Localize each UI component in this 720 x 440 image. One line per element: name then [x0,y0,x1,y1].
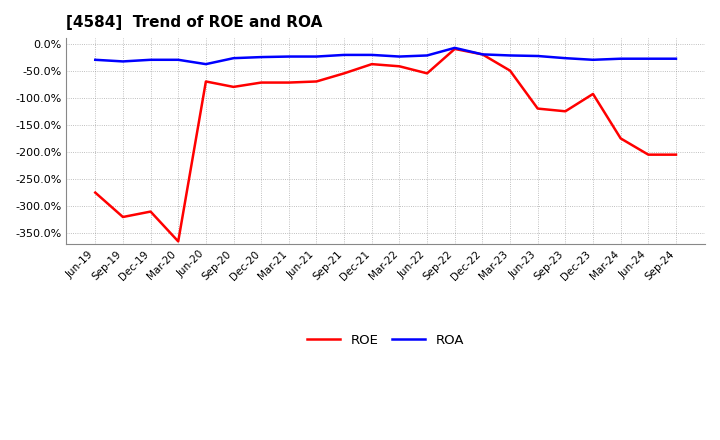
Text: [4584]  Trend of ROE and ROA: [4584] Trend of ROE and ROA [66,15,323,30]
ROE [312,79,321,84]
ROA [284,54,293,59]
ROE [672,152,680,157]
ROA [367,52,376,58]
ROA [229,55,238,61]
ROE [146,209,155,214]
ROE [119,214,127,220]
ROE [589,92,598,97]
ROE [423,71,431,76]
ROE [644,152,652,157]
ROA [616,56,625,61]
ROE [505,68,514,73]
ROE [202,79,210,84]
ROE [367,62,376,67]
ROA [534,53,542,59]
ROE [284,80,293,85]
ROA [423,53,431,58]
ROA [505,53,514,58]
ROA [395,54,404,59]
ROE [451,46,459,51]
ROA [174,57,183,62]
ROE [616,136,625,141]
ROA [340,52,348,58]
ROA [589,57,598,62]
ROE [340,71,348,76]
ROA [451,45,459,51]
ROE [395,64,404,69]
ROE [478,52,487,57]
Line: ROE: ROE [95,49,676,242]
ROA [561,55,570,61]
ROA [119,59,127,64]
ROE [534,106,542,111]
Line: ROA: ROA [95,48,676,64]
ROA [257,55,266,60]
ROA [312,54,321,59]
ROE [257,80,266,85]
Legend: ROE, ROA: ROE, ROA [302,329,469,352]
ROA [644,56,652,61]
ROA [91,57,99,62]
ROA [672,56,680,61]
ROE [91,190,99,195]
ROE [561,109,570,114]
ROA [146,57,155,62]
ROE [174,239,183,244]
ROE [229,84,238,89]
ROA [202,62,210,67]
ROA [478,52,487,57]
